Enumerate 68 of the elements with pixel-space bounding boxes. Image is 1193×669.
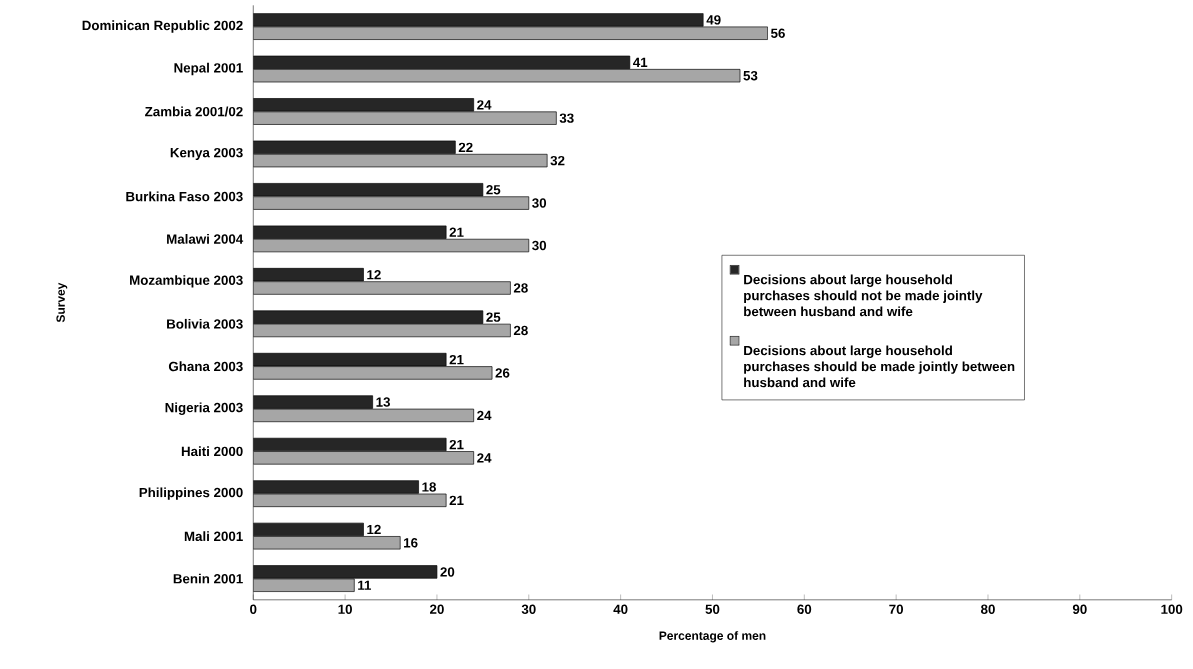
- bar: [253, 111, 557, 125]
- data-label: 21: [449, 354, 464, 365]
- x-tick-label: 100: [1161, 604, 1183, 614]
- bar: [253, 395, 373, 409]
- x-tick-label: 30: [521, 604, 536, 614]
- bar: [253, 451, 475, 465]
- y-tick-label: Haiti 2000: [181, 446, 243, 457]
- data-label: 28: [513, 283, 528, 293]
- x-tick-label: 50: [705, 604, 720, 614]
- x-tick-label: 70: [889, 604, 904, 614]
- bar: [253, 98, 475, 112]
- data-label: 21: [449, 227, 464, 237]
- y-tick-label: Kenya 2003: [170, 147, 243, 160]
- data-label: 30: [532, 198, 547, 208]
- text: Decisions about large household purchases should be made jointly between husband and wife: [744, 345, 1015, 388]
- data-label: 26: [495, 368, 510, 378]
- data-label: 16: [404, 538, 418, 548]
- bar: [253, 310, 484, 324]
- y-tick-label: Dominican Republic 2002: [82, 20, 243, 33]
- data-label: 12: [367, 524, 381, 535]
- y-tick-label: Zambia 2001/02: [145, 106, 243, 117]
- data-label: 56: [770, 28, 785, 38]
- data-label: 21: [449, 439, 464, 450]
- x-tick-label: 80: [980, 604, 995, 614]
- data-label: 20: [440, 567, 455, 577]
- x-tick-label: 20: [429, 604, 444, 614]
- data-label: 49: [706, 15, 721, 25]
- y-tick-label: Benin 2001: [173, 573, 243, 584]
- bar: [253, 196, 530, 210]
- x-axis-title: Percentage of men: [659, 631, 766, 643]
- y-axis-title: Survey: [56, 282, 68, 323]
- data-label: 33: [559, 113, 574, 123]
- y-tick-label: Bolivia 2003: [167, 318, 243, 329]
- bar: [253, 13, 704, 27]
- data-label: 41: [633, 57, 648, 67]
- y-tick-label: Malawi 2004: [167, 233, 244, 244]
- y-tick-label: Mali 2001: [184, 531, 243, 541]
- data-label: 30: [532, 240, 547, 251]
- data-label: 22: [458, 142, 473, 152]
- data-label: 32: [550, 155, 565, 166]
- x-tick-label: 40: [613, 604, 628, 614]
- data-label: 18: [422, 482, 436, 492]
- y-tick-label: Ghana 2003: [168, 361, 243, 372]
- data-label: 25: [486, 312, 501, 322]
- data-label: 12: [367, 269, 381, 280]
- data-label: 28: [513, 325, 528, 336]
- data-label: 13: [376, 397, 391, 407]
- bar: [253, 565, 438, 579]
- x-tick-label: 90: [1072, 604, 1087, 614]
- x-tick-label: 10: [338, 604, 352, 614]
- data-label: 53: [743, 70, 758, 81]
- y-tick-label: Mozambique 2003: [130, 275, 243, 288]
- data-label: 24: [477, 453, 492, 463]
- y-tick-label: Philippines 2000: [139, 487, 243, 500]
- y-tick-label: Nepal 2001: [174, 62, 243, 76]
- data-label: 11: [358, 580, 372, 590]
- x-tick-label: 60: [797, 604, 812, 614]
- data-label: 25: [486, 184, 501, 195]
- y-tick-label: Nigeria 2003: [165, 402, 243, 415]
- bar: [253, 366, 493, 380]
- bar: [253, 281, 511, 295]
- data-label: 21: [449, 495, 464, 505]
- text: Decisions about large household purchases should not be made jointly between husband and wife: [744, 274, 983, 317]
- y-tick-label: Burkina Faso 2003: [126, 191, 243, 202]
- bar: [253, 480, 419, 494]
- data-label: 24: [477, 410, 492, 420]
- x-tick-label: 0: [250, 604, 257, 614]
- data-label: 24: [477, 100, 492, 110]
